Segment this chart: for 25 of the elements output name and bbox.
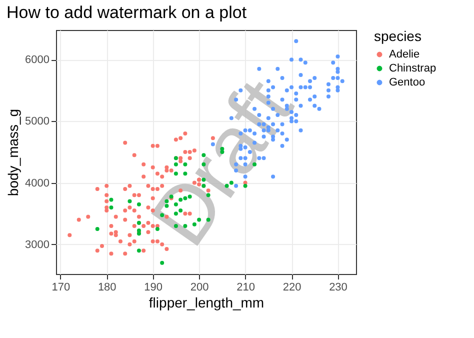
point: [109, 205, 114, 210]
legend-title: species: [374, 28, 422, 44]
x-axis-title: flipper_length_mm: [148, 294, 264, 310]
point: [128, 199, 132, 204]
x-tick-label: 210: [236, 282, 255, 294]
y-tick-label: 6000: [25, 54, 50, 66]
x-tick-label: 230: [329, 282, 348, 294]
point: [160, 260, 164, 265]
x-tick-label: 220: [282, 282, 302, 294]
legend-label: Adelie: [389, 48, 420, 60]
legend-label: Chinstrap: [389, 62, 436, 74]
y-tick-label: 3000: [25, 238, 50, 251]
chart-title: How to add watermark on a plot: [6, 3, 247, 22]
point: [136, 202, 141, 206]
x-tick-label: 200: [190, 282, 209, 294]
x-tick-label: 190: [144, 282, 163, 294]
legend-label: Gentoo: [389, 76, 426, 88]
point: [109, 198, 114, 202]
y-tick-label: 5000: [25, 116, 50, 128]
y-axis-title: body_mass_g: [5, 108, 22, 196]
point: [95, 227, 100, 232]
x-tick-label: 180: [98, 282, 116, 294]
point: [136, 248, 141, 253]
y-tick-label: 4000: [25, 177, 50, 190]
x-tick-label: 170: [52, 282, 70, 294]
